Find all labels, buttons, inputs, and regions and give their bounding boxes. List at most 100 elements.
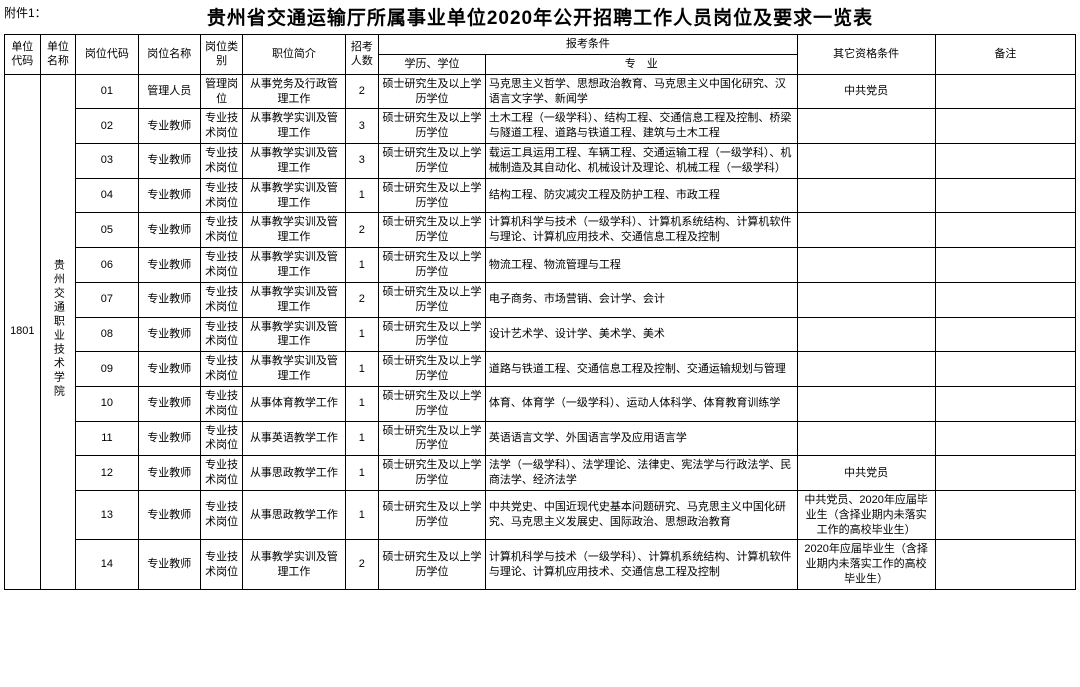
- recruits: 2: [345, 282, 378, 317]
- other-qual: 中共党员: [797, 74, 935, 109]
- other-qual: [797, 282, 935, 317]
- table-row: 11专业教师专业技术岗位从事英语教学工作1硕士研究生及以上学历学位英语语言文学、…: [5, 421, 1076, 456]
- remark: [935, 352, 1075, 387]
- post-name: 专业教师: [138, 144, 200, 179]
- recruits: 1: [345, 352, 378, 387]
- table-row: 14专业教师专业技术岗位从事教学实训及管理工作2硕士研究生及以上学历学位计算机科…: [5, 540, 1076, 590]
- remark: [935, 317, 1075, 352]
- education: 硕士研究生及以上学历学位: [379, 248, 486, 283]
- recruits: 1: [345, 317, 378, 352]
- post-desc: 从事体育教学工作: [243, 386, 345, 421]
- education: 硕士研究生及以上学历学位: [379, 109, 486, 144]
- post-desc: 从事教学实训及管理工作: [243, 317, 345, 352]
- post-type: 专业技术岗位: [200, 282, 242, 317]
- recruits: 2: [345, 213, 378, 248]
- post-type: 专业技术岗位: [200, 456, 242, 491]
- remark: [935, 456, 1075, 491]
- remark: [935, 144, 1075, 179]
- major: 设计艺术学、设计学、美术学、美术: [485, 317, 797, 352]
- recruits: 2: [345, 540, 378, 590]
- recruits: 3: [345, 144, 378, 179]
- remark: [935, 421, 1075, 456]
- major: 体育、体育学（一级学科）、运动人体科学、体育教育训练学: [485, 386, 797, 421]
- post-code: 03: [76, 144, 138, 179]
- post-name: 专业教师: [138, 282, 200, 317]
- education: 硕士研究生及以上学历学位: [379, 456, 486, 491]
- post-type: 专业技术岗位: [200, 178, 242, 213]
- other-qual: [797, 248, 935, 283]
- post-name: 专业教师: [138, 317, 200, 352]
- major: 中共党史、中国近现代史基本问题研究、马克思主义中国化研究、马克思主义发展史、国际…: [485, 490, 797, 540]
- post-name: 专业教师: [138, 248, 200, 283]
- post-code: 13: [76, 490, 138, 540]
- unit-code: 1801: [5, 74, 41, 589]
- post-name: 专业教师: [138, 421, 200, 456]
- col-post-type: 岗位类别: [200, 35, 242, 75]
- col-recruits: 招考人数: [345, 35, 378, 75]
- post-type: 专业技术岗位: [200, 317, 242, 352]
- post-name: 专业教师: [138, 456, 200, 491]
- major: 物流工程、物流管理与工程: [485, 248, 797, 283]
- education: 硕士研究生及以上学历学位: [379, 352, 486, 387]
- table-row: 07专业教师专业技术岗位从事教学实训及管理工作2硕士研究生及以上学历学位电子商务…: [5, 282, 1076, 317]
- major: 道路与铁道工程、交通信息工程及控制、交通运输规划与管理: [485, 352, 797, 387]
- education: 硕士研究生及以上学历学位: [379, 144, 486, 179]
- post-code: 10: [76, 386, 138, 421]
- post-code: 07: [76, 282, 138, 317]
- major: 载运工具运用工程、车辆工程、交通运输工程（一级学科）、机械制造及其自动化、机械设…: [485, 144, 797, 179]
- post-type: 专业技术岗位: [200, 248, 242, 283]
- post-desc: 从事教学实训及管理工作: [243, 178, 345, 213]
- post-desc: 从事思政教学工作: [243, 456, 345, 491]
- col-post-desc: 职位简介: [243, 35, 345, 75]
- other-qual: 中共党员: [797, 456, 935, 491]
- remark: [935, 540, 1075, 590]
- post-name: 专业教师: [138, 540, 200, 590]
- table-row: 1801贵州交通职业技术学院01管理人员管理岗位从事党务及行政管理工作2硕士研究…: [5, 74, 1076, 109]
- post-name: 管理人员: [138, 74, 200, 109]
- major: 英语语言文学、外国语言学及应用语言学: [485, 421, 797, 456]
- recruits: 1: [345, 178, 378, 213]
- page-title: 贵州省交通运输厅所属事业单位2020年公开招聘工作人员岗位及要求一览表: [4, 3, 1076, 30]
- post-code: 01: [76, 74, 138, 109]
- other-qual: [797, 109, 935, 144]
- post-code: 09: [76, 352, 138, 387]
- recruits: 1: [345, 386, 378, 421]
- table-row: 05专业教师专业技术岗位从事教学实训及管理工作2硕士研究生及以上学历学位计算机科…: [5, 213, 1076, 248]
- col-post-code: 岗位代码: [76, 35, 138, 75]
- col-post-name: 岗位名称: [138, 35, 200, 75]
- education: 硕士研究生及以上学历学位: [379, 178, 486, 213]
- post-desc: 从事教学实训及管理工作: [243, 540, 345, 590]
- data-table: 单位代码 单位名称 岗位代码 岗位名称 岗位类别 职位简介 招考人数 报考条件 …: [4, 34, 1076, 590]
- header-row-1: 单位代码 单位名称 岗位代码 岗位名称 岗位类别 职位简介 招考人数 报考条件 …: [5, 35, 1076, 55]
- post-desc: 从事教学实训及管理工作: [243, 109, 345, 144]
- table-row: 10专业教师专业技术岗位从事体育教学工作1硕士研究生及以上学历学位体育、体育学（…: [5, 386, 1076, 421]
- post-type: 专业技术岗位: [200, 213, 242, 248]
- post-name: 专业教师: [138, 386, 200, 421]
- table-row: 12专业教师专业技术岗位从事思政教学工作1硕士研究生及以上学历学位法学（一级学科…: [5, 456, 1076, 491]
- remark: [935, 213, 1075, 248]
- post-type: 专业技术岗位: [200, 421, 242, 456]
- col-unit-code: 单位代码: [5, 35, 41, 75]
- post-code: 02: [76, 109, 138, 144]
- post-name: 专业教师: [138, 109, 200, 144]
- major: 计算机科学与技术（一级学科）、计算机系统结构、计算机软件与理论、计算机应用技术、…: [485, 213, 797, 248]
- major: 法学（一级学科）、法学理论、法律史、宪法学与行政法学、民商法学、经济法学: [485, 456, 797, 491]
- remark: [935, 386, 1075, 421]
- post-code: 11: [76, 421, 138, 456]
- education: 硕士研究生及以上学历学位: [379, 421, 486, 456]
- remark: [935, 109, 1075, 144]
- education: 硕士研究生及以上学历学位: [379, 282, 486, 317]
- post-type: 专业技术岗位: [200, 144, 242, 179]
- other-qual: [797, 421, 935, 456]
- post-desc: 从事党务及行政管理工作: [243, 74, 345, 109]
- major: 结构工程、防灾减灾工程及防护工程、市政工程: [485, 178, 797, 213]
- other-qual: 中共党员、2020年应届毕业生（含择业期内未落实工作的高校毕业生）: [797, 490, 935, 540]
- education: 硕士研究生及以上学历学位: [379, 386, 486, 421]
- table-row: 03专业教师专业技术岗位从事教学实训及管理工作3硕士研究生及以上学历学位载运工具…: [5, 144, 1076, 179]
- post-desc: 从事教学实训及管理工作: [243, 144, 345, 179]
- other-qual: [797, 144, 935, 179]
- post-type: 专业技术岗位: [200, 490, 242, 540]
- major: 电子商务、市场营销、会计学、会计: [485, 282, 797, 317]
- table-row: 04专业教师专业技术岗位从事教学实训及管理工作1硕士研究生及以上学历学位结构工程…: [5, 178, 1076, 213]
- table-row: 09专业教师专业技术岗位从事教学实训及管理工作1硕士研究生及以上学历学位道路与铁…: [5, 352, 1076, 387]
